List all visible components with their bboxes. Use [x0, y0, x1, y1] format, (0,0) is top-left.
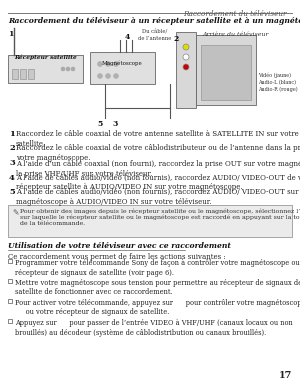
Text: Vidéo (jaune)
Audio-L (blanc)
Audio-R (rouge): Vidéo (jaune) Audio-L (blanc) Audio-R (r…	[258, 73, 298, 92]
Text: 2: 2	[9, 144, 15, 152]
Circle shape	[113, 73, 119, 78]
Text: Ce raccordement vous permet de faire les actions suivantes :: Ce raccordement vous permet de faire les…	[8, 253, 226, 261]
Text: ✎: ✎	[12, 208, 18, 217]
Text: Magnétoscope: Magnétoscope	[102, 60, 143, 66]
Bar	[8, 205, 292, 237]
Text: 17: 17	[279, 371, 292, 380]
Text: Raccordez le câble coaxial de votre câblodistributeur ou de l’antenne dans la pr: Raccordez le câble coaxial de votre câbl…	[16, 144, 300, 162]
Circle shape	[183, 64, 189, 70]
Text: Programmer votre télécommande Sony de façon à contrôler votre magnétoscope ou vo: Programmer votre télécommande Sony de fa…	[15, 259, 300, 277]
Text: Mettre votre magnétoscope sous tension pour permettre au récepteur de signaux de: Mettre votre magnétoscope sous tension p…	[15, 279, 300, 296]
Text: Pour activer votre télécommande, appuyez sur      pour contrôler votre magnétosc: Pour activer votre télécommande, appuyez…	[15, 299, 300, 317]
Circle shape	[71, 67, 75, 71]
Circle shape	[66, 67, 70, 71]
Text: 5: 5	[9, 188, 15, 196]
Bar	[28, 69, 34, 79]
Circle shape	[106, 62, 110, 66]
Text: 4: 4	[124, 33, 130, 41]
Bar	[196, 35, 256, 105]
Text: À l’aide de câbles audio/vidéo (non fournis), raccordez AUDIO/ VIDEO-OUT sur vot: À l’aide de câbles audio/vidéo (non four…	[16, 188, 300, 206]
Text: 1: 1	[9, 130, 15, 138]
Bar	[176, 32, 196, 108]
Bar	[201, 45, 251, 100]
Text: 3: 3	[112, 120, 118, 128]
Text: Raccordement du téléviseur: Raccordement du téléviseur	[184, 10, 287, 18]
Text: À l’aide de câbles audio/vidéo (non fournis), raccordez AUDIO/ VIDEO-OUT de votr: À l’aide de câbles audio/vidéo (non four…	[16, 173, 300, 191]
Circle shape	[113, 62, 119, 66]
Bar	[20, 69, 26, 79]
Circle shape	[183, 44, 189, 50]
Text: Pour obtenir des images depuis le récepteur satellite ou le magnétoscope, sélect: Pour obtenir des images depuis le récept…	[20, 208, 300, 226]
Text: Du câble/
de l’antenne: Du câble/ de l’antenne	[138, 30, 172, 41]
Text: Raccordez le câble coaxial de votre antenne satellite à SATELLITE IN sur votre r: Raccordez le câble coaxial de votre ante…	[16, 130, 300, 147]
Text: 4: 4	[9, 173, 15, 182]
Text: Arrière du téléviseur: Arrière du téléviseur	[203, 32, 269, 37]
Text: Appuyez sur      pour passer de l’entrée VIDEO à VHF/UHF (canaux locaux ou non
b: Appuyez sur pour passer de l’entrée VIDE…	[15, 319, 293, 336]
Circle shape	[106, 73, 110, 78]
Circle shape	[98, 62, 103, 66]
Bar	[8, 279, 12, 283]
Circle shape	[183, 54, 189, 60]
Bar	[90, 52, 155, 84]
Text: 3: 3	[9, 159, 15, 167]
Text: 1: 1	[8, 30, 14, 38]
Text: 5: 5	[98, 120, 103, 128]
Circle shape	[98, 73, 103, 78]
Bar	[12, 69, 18, 79]
Text: Utilisation de votre téléviseur avec ce raccordement: Utilisation de votre téléviseur avec ce …	[8, 242, 231, 250]
Text: Récepteur satellite: Récepteur satellite	[14, 54, 77, 59]
Text: 2: 2	[173, 35, 178, 43]
Bar	[8, 299, 12, 303]
Text: Raccordement du téléviseur à un récepteur satellite et à un magnétoscope: Raccordement du téléviseur à un récepteu…	[8, 17, 300, 25]
Circle shape	[61, 67, 65, 71]
Text: À l’aide d’un câble coaxial (non fourni), raccordez la prise OUT sur votre magné: À l’aide d’un câble coaxial (non fourni)…	[16, 159, 300, 177]
Bar	[8, 259, 12, 263]
Bar	[8, 319, 12, 323]
Bar	[8, 55, 83, 83]
